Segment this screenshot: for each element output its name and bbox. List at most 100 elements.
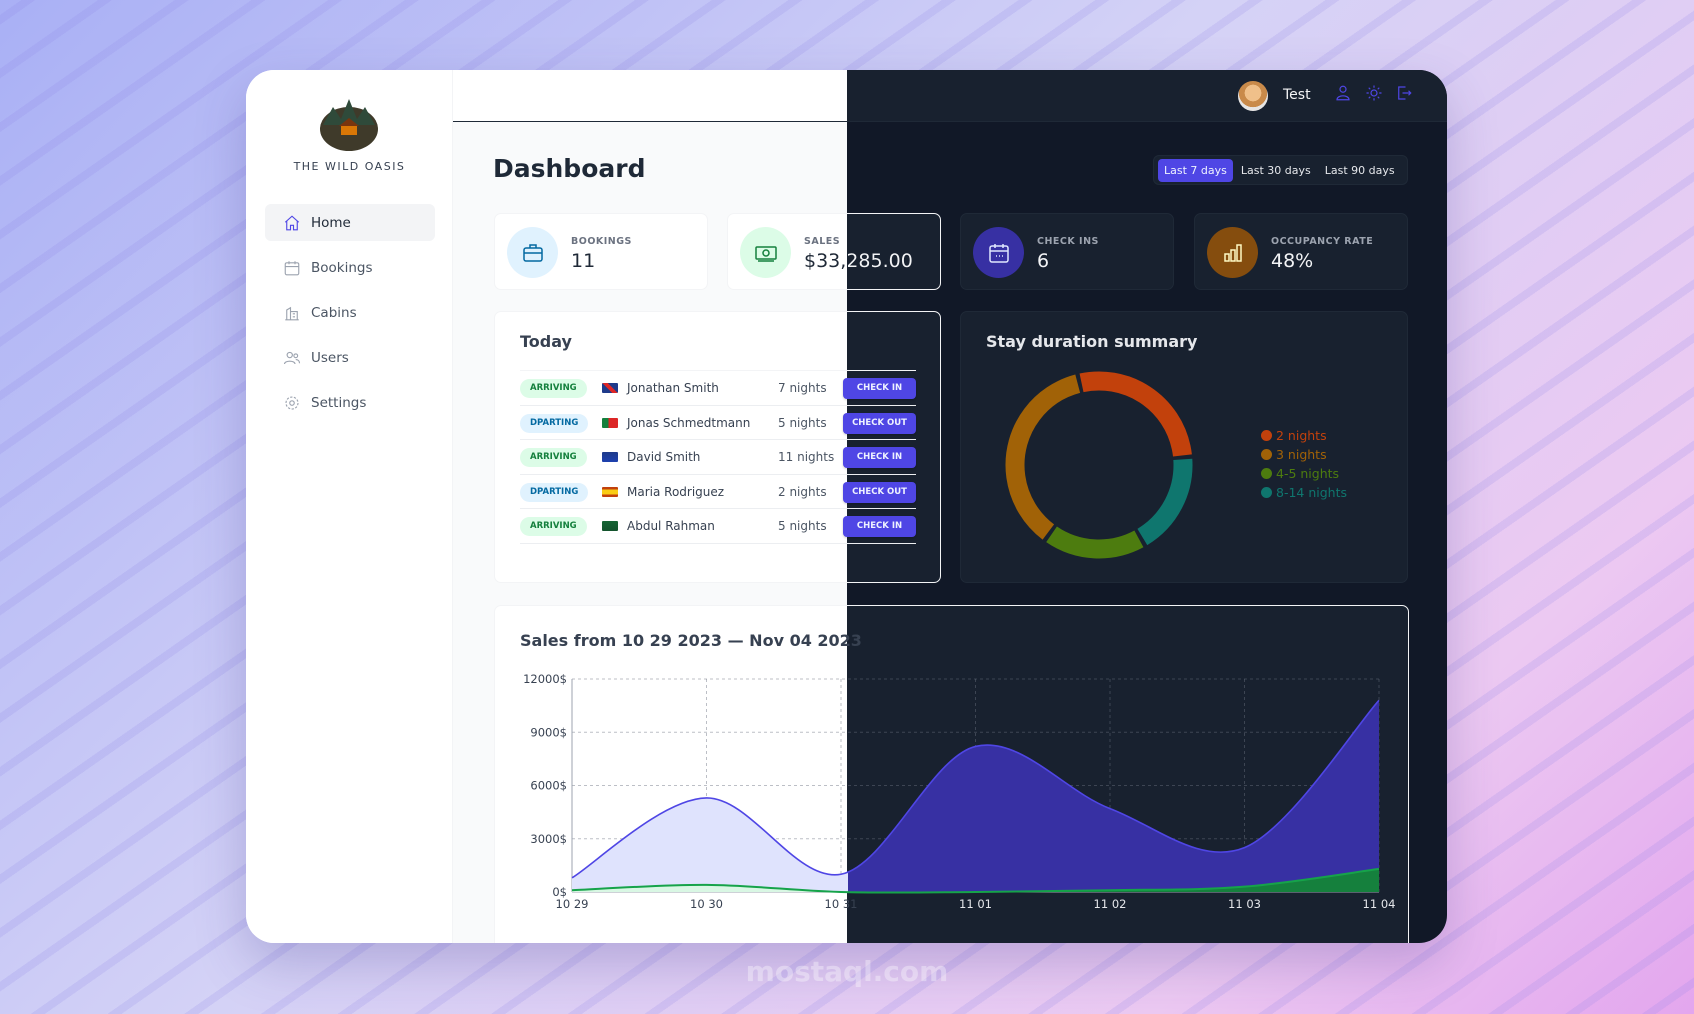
calendar-icon	[284, 260, 300, 275]
legend-swatch	[1261, 487, 1272, 498]
guest-name: Jonathan Smith	[627, 381, 719, 395]
today-row: DPARTING Maria Rodriguez 2 nights CHECK …	[520, 475, 916, 509]
stay-duration-donut	[985, 351, 1213, 579]
donut-slice-4-5-nights[interactable]	[985, 351, 1213, 579]
chart-bar-icon-wrap	[1207, 227, 1258, 278]
legend-label: 2 nights	[1276, 428, 1327, 443]
today-list: ARRIVING Jonathan Smith 7 nights CHECK I…	[520, 370, 916, 544]
legend-item: 3 nights	[1261, 445, 1347, 464]
x-tick-label: 11 01	[959, 897, 992, 911]
brand-name: THE WILD OASIS	[293, 160, 406, 173]
stat-occupancy-rate: OCCUPANCY RATE 48%	[1194, 213, 1408, 290]
today-row: ARRIVING Jonathan Smith 7 nights CHECK I…	[520, 371, 916, 406]
calendar-days-icon	[988, 243, 1009, 263]
check-in-button[interactable]: CHECK IN	[843, 447, 916, 468]
stat-value: 11	[571, 250, 596, 272]
filter-last-7-days[interactable]: Last 7 days	[1158, 158, 1233, 182]
stat-label: OCCUPANCY RATE	[1271, 236, 1374, 247]
x-tick-label: 10 31	[825, 897, 858, 911]
x-tick-label: 11 02	[1094, 897, 1127, 911]
today-row: DPARTING Jonas Schmedtmann 5 nights CHEC…	[520, 406, 916, 440]
x-tick-label: 10 29	[556, 897, 589, 911]
sidebar-item-label: Bookings	[311, 259, 373, 276]
sales-area	[572, 700, 1379, 892]
stay-duration-title: Stay duration summary	[986, 332, 1198, 351]
flag-icon	[602, 417, 618, 428]
y-tick-label: 0$	[552, 885, 567, 899]
sidebar-item-users[interactable]: Users	[265, 339, 435, 376]
app-window: THE WILD OASIS Home Bookings Cabins User…	[246, 70, 1447, 943]
y-tick-label: 12000$	[523, 672, 567, 686]
logout-icon[interactable]	[1395, 84, 1413, 102]
sidebar-item-home[interactable]: Home	[265, 204, 435, 241]
extras-area	[572, 868, 1379, 893]
sidebar-item-bookings[interactable]: Bookings	[265, 249, 435, 286]
gear-icon	[285, 395, 299, 410]
flag-icon	[602, 521, 618, 531]
date-filter: Last 7 days Last 30 days Last 90 days	[1153, 155, 1408, 185]
guest-nights: 5 nights	[778, 415, 827, 430]
sun-icon[interactable]	[1365, 84, 1383, 102]
cabins-icon	[285, 306, 299, 320]
stat-label: BOOKINGS	[571, 236, 632, 247]
home-icon	[284, 214, 300, 230]
x-tick-label: 10 30	[690, 897, 723, 911]
watermark: mostaql.com	[745, 955, 949, 988]
sales-line	[571, 699, 1380, 879]
page-title: Dashboard	[493, 154, 646, 183]
guest-nights: 2 nights	[778, 484, 827, 499]
banknotes-icon	[754, 245, 777, 262]
y-tick-label: 3000$	[530, 832, 567, 846]
calendar-days-icon-wrap	[973, 227, 1024, 278]
x-tick-label: 11 03	[1228, 897, 1261, 911]
check-out-button[interactable]: CHECK OUT	[843, 481, 916, 503]
today-row: ARRIVING Abdul Rahman 5 nights CHECK IN	[520, 509, 916, 544]
stay-duration-card: Stay duration summary 2 nights 3 nights 4-…	[960, 311, 1408, 583]
user-icon[interactable]	[1334, 84, 1352, 102]
legend-label: 3 nights	[1276, 447, 1327, 462]
avatar[interactable]	[1238, 81, 1268, 111]
users-icon	[283, 351, 301, 364]
legend-swatch	[1261, 430, 1272, 441]
x-tick-label: 11 04	[1363, 897, 1396, 911]
guest-nights: 7 nights	[778, 381, 827, 395]
sidebar-item-label: Users	[311, 349, 349, 366]
banknotes-icon-wrap	[740, 227, 791, 278]
logo	[320, 99, 378, 151]
status-badge: DPARTING	[520, 482, 589, 502]
flag-icon	[602, 486, 618, 497]
sales-card: Sales from 10 29 2023 — Nov 04 2023 0$ 30…	[494, 605, 1409, 943]
stat-value: 6	[1037, 250, 1050, 272]
stat-sales: SALES $33,285.00	[727, 213, 941, 290]
sidebar-item-label: Cabins	[311, 304, 357, 321]
guest-name: David Smith	[627, 450, 701, 464]
sidebar-item-cabins[interactable]: Cabins	[265, 294, 435, 331]
check-in-button[interactable]: CHECK IN	[843, 516, 916, 537]
sidebar-item-label: Settings	[311, 394, 367, 411]
stat-check-ins: CHECK INS 6	[960, 213, 1174, 290]
flag-icon	[602, 452, 618, 462]
sales-title: Sales from 10 29 2023 — Nov 04 2023	[520, 631, 862, 650]
legend-item: 4-5 nights	[1261, 464, 1347, 483]
today-title: Today	[520, 332, 572, 351]
sidebar-item-settings[interactable]: Settings	[265, 384, 435, 421]
guest-nights: 11 nights	[778, 450, 835, 464]
briefcase-icon	[522, 243, 543, 262]
check-out-button[interactable]: CHECK OUT	[843, 412, 916, 434]
donut-slice-8-14-nights[interactable]	[1005, 371, 1193, 559]
stat-value: $33,285.00	[804, 250, 913, 272]
y-tick-label: 9000$	[530, 725, 567, 739]
legend-label: 4-5 nights	[1276, 466, 1340, 481]
legend-swatch	[1261, 468, 1272, 479]
donut-legend: 2 nights 3 nights 4-5 nights 8-14 nights	[1261, 426, 1347, 502]
check-in-button[interactable]: CHECK IN	[843, 378, 916, 399]
sidebar-item-label: Home	[311, 214, 351, 231]
legend-item: 2 nights	[1261, 426, 1347, 445]
donut-slice-2-nights[interactable]	[999, 365, 1198, 564]
filter-last-30-days[interactable]: Last 30 days	[1240, 163, 1311, 177]
guest-name: Maria Rodriguez	[627, 484, 725, 499]
briefcase-icon-wrap	[507, 227, 558, 278]
filter-last-90-days[interactable]: Last 90 days	[1324, 163, 1395, 177]
flag-icon	[602, 383, 618, 393]
top-header: Test	[453, 70, 1447, 122]
